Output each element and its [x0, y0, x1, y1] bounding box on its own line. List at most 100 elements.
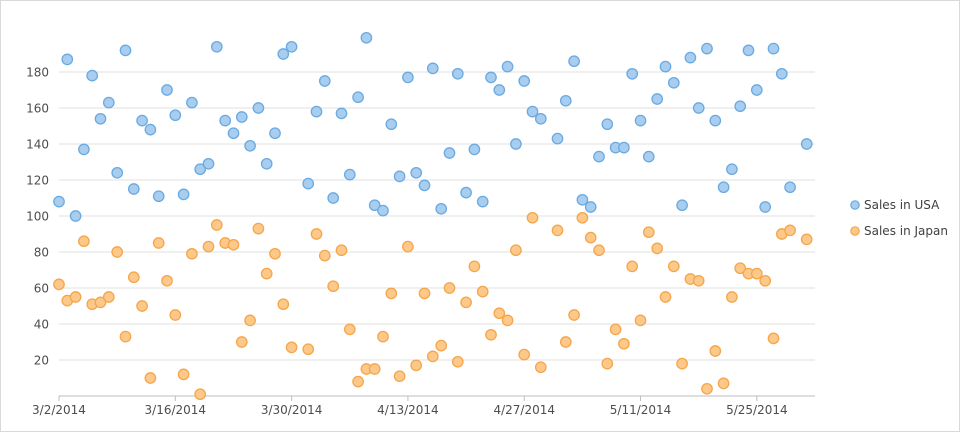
data-point-usa	[177, 188, 190, 201]
data-point-usa	[800, 138, 813, 150]
data-point-usa	[709, 114, 722, 127]
data-point-usa	[676, 199, 688, 212]
data-point-usa	[468, 143, 481, 156]
data-point-usa	[393, 170, 406, 183]
data-point-usa	[460, 186, 472, 199]
data-point-japan	[127, 271, 140, 284]
legend-marker-usa	[850, 200, 860, 210]
data-point-usa	[169, 109, 182, 122]
data-point-japan	[244, 314, 256, 327]
data-point-usa	[219, 114, 232, 127]
data-point-japan	[210, 219, 223, 231]
data-point-usa	[759, 201, 772, 213]
data-point-japan	[235, 336, 248, 348]
data-point-usa	[343, 168, 356, 181]
data-point-usa	[269, 127, 281, 140]
data-point-japan	[526, 211, 539, 224]
data-point-usa	[426, 62, 439, 75]
data-point-usa	[501, 60, 514, 73]
data-point-usa	[667, 76, 680, 89]
data-point-usa	[767, 42, 780, 55]
data-point-usa	[485, 71, 497, 84]
x-tick-label: 5/11/2014	[610, 403, 672, 417]
data-point-usa	[451, 67, 464, 80]
data-point-usa	[210, 40, 223, 53]
data-point-usa	[510, 138, 522, 150]
data-point-usa	[310, 105, 323, 118]
legend-item-usa[interactable]: Sales in USA	[850, 198, 940, 212]
data-point-usa	[701, 42, 713, 55]
data-point-usa	[726, 163, 738, 176]
data-point-usa	[235, 111, 248, 123]
data-point-usa	[194, 163, 207, 176]
data-point-japan	[659, 291, 672, 303]
data-point-usa	[102, 96, 115, 109]
data-point-japan	[460, 296, 472, 309]
data-point-japan	[584, 231, 597, 244]
data-point-usa	[742, 44, 755, 57]
data-point-usa	[368, 199, 381, 212]
data-point-japan	[510, 244, 522, 257]
data-point-japan	[269, 247, 281, 260]
data-point-japan	[601, 357, 614, 370]
data-point-usa	[285, 40, 298, 53]
data-point-usa	[78, 143, 90, 156]
y-tick-label: 60	[34, 282, 49, 296]
data-point-japan	[717, 377, 730, 390]
data-point-japan	[302, 343, 315, 356]
data-point-usa	[634, 114, 647, 127]
data-point-japan	[136, 300, 148, 312]
data-point-japan	[476, 285, 489, 298]
data-point-usa	[360, 31, 373, 44]
data-point-usa	[202, 157, 215, 170]
data-point-japan	[626, 260, 639, 273]
data-point-usa	[684, 51, 697, 64]
data-point-usa	[327, 192, 340, 204]
data-point-usa	[443, 147, 456, 159]
x-tick-label: 3/2/2014	[32, 403, 86, 417]
data-point-usa	[86, 69, 99, 82]
data-point-usa	[551, 132, 564, 145]
data-point-usa	[152, 190, 165, 203]
data-point-japan	[202, 240, 215, 253]
legend-label-japan: Sales in Japan	[864, 224, 948, 238]
data-point-usa	[252, 102, 265, 114]
data-point-usa	[69, 210, 82, 222]
data-point-japan	[767, 332, 780, 345]
data-point-japan	[667, 260, 680, 273]
data-point-usa	[418, 179, 431, 192]
y-tick-label: 80	[34, 246, 49, 260]
data-point-japan	[501, 314, 514, 327]
data-point-usa	[260, 157, 273, 170]
data-point-japan	[451, 355, 464, 368]
data-point-usa	[161, 84, 173, 96]
data-point-usa	[136, 114, 148, 127]
data-point-usa	[750, 84, 763, 96]
series-sales-in-japan	[53, 211, 813, 401]
data-point-usa	[618, 141, 630, 154]
data-point-japan	[493, 307, 506, 320]
data-point-usa	[335, 107, 348, 120]
data-point-japan	[53, 278, 65, 291]
y-tick-label: 120	[26, 174, 49, 188]
data-point-usa	[493, 84, 506, 96]
data-point-japan	[144, 372, 157, 384]
data-point-japan	[485, 328, 497, 341]
legend-item-japan[interactable]: Sales in Japan	[850, 224, 948, 238]
data-point-japan	[78, 235, 90, 248]
data-point-usa	[584, 201, 597, 213]
data-point-usa	[692, 102, 705, 114]
data-point-usa	[576, 193, 589, 206]
data-point-japan	[94, 296, 107, 309]
data-point-usa	[352, 91, 364, 104]
data-point-japan	[194, 388, 207, 401]
data-point-usa	[277, 48, 290, 60]
data-point-japan	[651, 242, 664, 255]
x-tick-label: 4/27/2014	[493, 403, 555, 417]
data-point-usa	[53, 195, 65, 208]
data-point-japan	[692, 274, 705, 287]
data-point-japan	[734, 262, 747, 275]
data-point-usa	[244, 139, 256, 152]
data-point-japan	[518, 348, 531, 361]
data-point-usa	[186, 96, 198, 109]
